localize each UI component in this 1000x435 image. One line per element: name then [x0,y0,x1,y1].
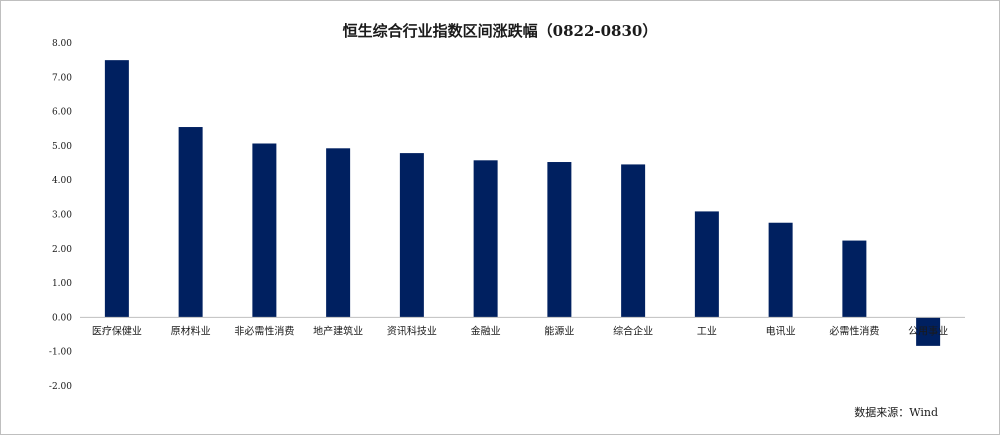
category-label: 非必需性消费 [234,324,294,337]
bar [326,148,351,318]
bar [916,317,941,346]
category-label: 公用事业 [908,324,948,337]
bar [399,153,424,318]
y-tick-label: 3.00 [52,211,72,221]
y-tick-label: 7.00 [52,73,72,83]
category-label: 电讯业 [766,324,796,337]
bar [473,160,498,318]
y-tick-label: 5.00 [52,142,72,152]
y-tick-label: 8.00 [52,39,72,49]
category-label: 能源业 [544,324,574,337]
bar [768,222,793,318]
category-label: 金融业 [471,324,501,337]
bar [252,143,277,318]
y-tick-label: -2.00 [49,382,72,392]
data-source-note: 数据来源：Wind [854,406,938,419]
category-labels: 医疗保健业 原材料业 非必需性消费 地产建筑业 资讯科技业 金融业 能源业 综合企业 工业 电讯业… [92,324,948,337]
y-tick-label: 0.00 [52,313,72,323]
chart-title: 恒生综合行业指数区间涨跌幅（0822-0830） [342,22,658,40]
bar [621,164,646,318]
y-tick-label: 2.00 [52,245,72,255]
category-label: 工业 [697,325,717,337]
category-label: 必需性消费 [829,324,879,337]
y-tick-label: 4.00 [52,176,72,186]
category-label: 医疗保健业 [92,324,142,337]
category-label: 地产建筑业 [313,324,363,337]
bars-group [104,60,941,346]
bar [178,127,203,318]
bar [104,60,129,318]
bar [842,240,867,318]
y-tick-label: 6.00 [52,108,72,118]
bar [694,211,719,318]
category-label: 资讯科技业 [387,324,437,337]
y-axis: 8.00 7.00 6.00 5.00 4.00 3.00 2.00 1.00 0.00 -1.0… [49,39,72,392]
bar [547,162,572,318]
y-tick-label: -1.00 [49,348,72,358]
category-label: 综合企业 [613,324,653,337]
y-tick-label: 1.00 [52,279,72,289]
category-label: 原材料业 [171,324,211,337]
